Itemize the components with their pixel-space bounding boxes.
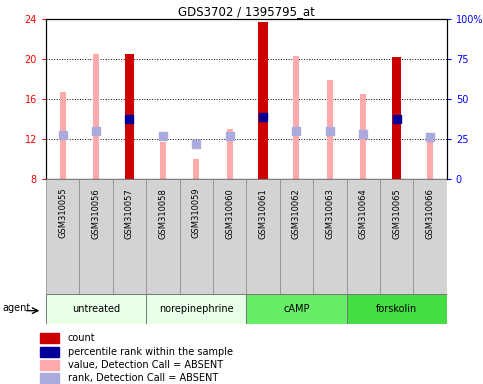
Text: untreated: untreated: [72, 304, 120, 314]
Text: GSM310060: GSM310060: [225, 188, 234, 238]
Bar: [59, 92, 66, 179]
FancyBboxPatch shape: [213, 179, 246, 294]
Point: [259, 114, 267, 120]
Bar: [41, 360, 59, 370]
Text: GSM310066: GSM310066: [426, 188, 435, 238]
Text: GSM310058: GSM310058: [158, 188, 167, 238]
Bar: [360, 94, 366, 179]
Bar: [227, 129, 233, 179]
Bar: [258, 22, 268, 179]
FancyBboxPatch shape: [79, 179, 113, 294]
Point: [426, 134, 434, 140]
Text: GSM310063: GSM310063: [326, 188, 334, 238]
Text: GSM310065: GSM310065: [392, 188, 401, 238]
Text: GSM310059: GSM310059: [192, 188, 201, 238]
FancyBboxPatch shape: [180, 179, 213, 294]
Text: GSM310062: GSM310062: [292, 188, 301, 238]
Bar: [193, 159, 199, 179]
Text: GSM310056: GSM310056: [91, 188, 100, 238]
Text: GSM310055: GSM310055: [58, 188, 67, 238]
Text: GSM310064: GSM310064: [359, 188, 368, 238]
FancyBboxPatch shape: [347, 179, 380, 294]
Point: [359, 131, 367, 137]
Point: [159, 132, 167, 139]
FancyBboxPatch shape: [246, 294, 347, 324]
Text: count: count: [68, 333, 95, 343]
Bar: [294, 56, 299, 179]
Text: cAMP: cAMP: [283, 304, 310, 314]
FancyBboxPatch shape: [46, 294, 146, 324]
Text: GSM310061: GSM310061: [258, 188, 268, 238]
FancyBboxPatch shape: [280, 179, 313, 294]
FancyBboxPatch shape: [246, 179, 280, 294]
Point: [192, 141, 200, 147]
Text: forskolin: forskolin: [376, 304, 417, 314]
Point: [293, 128, 300, 134]
FancyBboxPatch shape: [46, 179, 79, 294]
FancyBboxPatch shape: [380, 179, 413, 294]
FancyBboxPatch shape: [113, 179, 146, 294]
Point: [326, 128, 334, 134]
Text: percentile rank within the sample: percentile rank within the sample: [68, 347, 233, 357]
Point: [92, 128, 100, 134]
Bar: [160, 142, 166, 179]
Bar: [41, 347, 59, 357]
Point: [126, 116, 133, 122]
Point: [393, 116, 400, 122]
Text: norepinephrine: norepinephrine: [159, 304, 234, 314]
FancyBboxPatch shape: [146, 294, 246, 324]
Text: GSM310057: GSM310057: [125, 188, 134, 238]
Point: [226, 132, 233, 139]
Bar: [41, 333, 59, 343]
FancyBboxPatch shape: [313, 179, 347, 294]
Bar: [427, 136, 433, 179]
Bar: [392, 57, 401, 179]
Bar: [125, 54, 134, 179]
Text: value, Detection Call = ABSENT: value, Detection Call = ABSENT: [68, 360, 223, 370]
Bar: [41, 373, 59, 384]
FancyBboxPatch shape: [413, 179, 447, 294]
FancyBboxPatch shape: [347, 294, 447, 324]
FancyBboxPatch shape: [146, 179, 180, 294]
Text: rank, Detection Call = ABSENT: rank, Detection Call = ABSENT: [68, 373, 218, 384]
Title: GDS3702 / 1395795_at: GDS3702 / 1395795_at: [178, 5, 315, 18]
Bar: [93, 54, 99, 179]
Text: agent: agent: [2, 303, 30, 313]
Bar: [327, 80, 333, 179]
Point: [59, 132, 67, 138]
